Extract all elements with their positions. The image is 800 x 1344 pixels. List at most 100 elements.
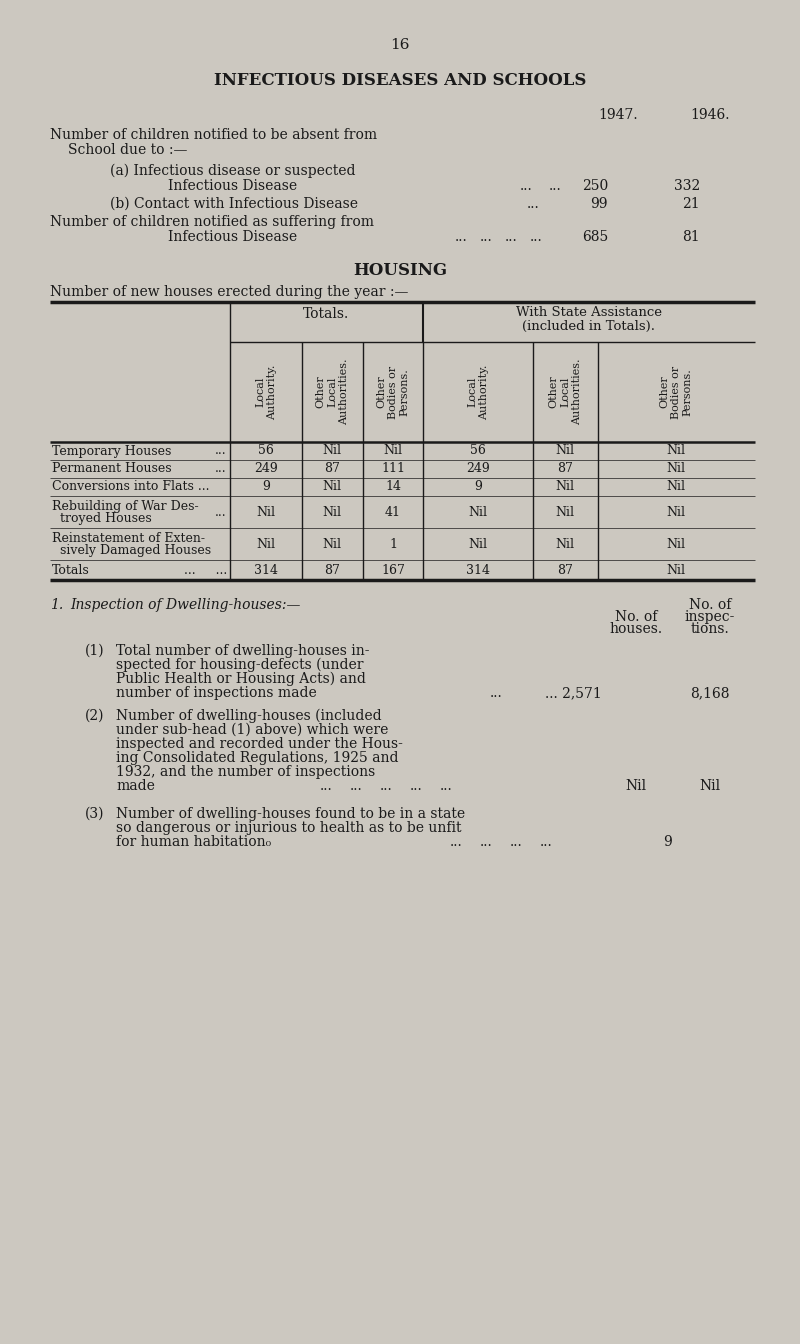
Text: ...: ... [320, 780, 333, 793]
Text: (3): (3) [85, 806, 105, 821]
Text: ...: ... [380, 780, 393, 793]
Text: HOUSING: HOUSING [353, 262, 447, 280]
Text: 332: 332 [674, 179, 700, 194]
Text: 87: 87 [324, 462, 340, 476]
Text: INFECTIOUS DISEASES AND SCHOOLS: INFECTIOUS DISEASES AND SCHOOLS [214, 73, 586, 89]
Text: Local
Authority.: Local Authority. [255, 364, 277, 419]
Text: Nil: Nil [666, 563, 686, 577]
Text: 9: 9 [663, 835, 672, 849]
Text: Other
Local
Authorities.: Other Local Authorities. [549, 359, 582, 425]
Text: (included in Totals).: (included in Totals). [522, 320, 655, 333]
Text: 1: 1 [389, 538, 397, 551]
Text: Nil: Nil [322, 538, 342, 551]
Text: Nil: Nil [666, 538, 686, 551]
Text: ing Consolidated Regulations, 1925 and: ing Consolidated Regulations, 1925 and [116, 751, 398, 765]
Text: No. of: No. of [689, 598, 731, 612]
Text: 111: 111 [381, 462, 405, 476]
Text: ...: ... [549, 179, 562, 194]
Text: (2): (2) [85, 710, 105, 723]
Text: 16: 16 [390, 38, 410, 52]
Text: Conversions into Flats ...: Conversions into Flats ... [52, 481, 210, 493]
Text: 249: 249 [466, 462, 490, 476]
Text: Nil: Nil [555, 481, 574, 493]
Text: Nil: Nil [555, 505, 574, 519]
Text: sively Damaged Houses: sively Damaged Houses [60, 544, 211, 556]
Text: 250: 250 [582, 179, 608, 194]
Text: Total number of dwelling-houses in-: Total number of dwelling-houses in- [116, 644, 370, 659]
Text: 21: 21 [682, 198, 700, 211]
Text: Nil: Nil [257, 538, 275, 551]
Text: for human habitation₀: for human habitation₀ [116, 835, 271, 849]
Text: made: made [116, 780, 155, 793]
Text: Nil: Nil [699, 780, 721, 793]
Text: Reinstatement of Exten-: Reinstatement of Exten- [52, 532, 205, 546]
Text: (b) Contact with Infectious Disease: (b) Contact with Infectious Disease [110, 198, 358, 211]
Text: 1947.: 1947. [598, 108, 638, 122]
Text: Totals: Totals [52, 563, 90, 577]
Text: 9: 9 [262, 481, 270, 493]
Text: ...: ... [530, 230, 542, 245]
Text: ...: ... [455, 230, 468, 245]
Text: Nil: Nil [322, 505, 342, 519]
Text: Inspection of Dwelling-houses:—: Inspection of Dwelling-houses:— [70, 598, 300, 612]
Text: inspec-: inspec- [685, 610, 735, 624]
Text: number of inspections made: number of inspections made [116, 685, 317, 700]
Text: 685: 685 [582, 230, 608, 245]
Text: ...: ... [450, 835, 462, 849]
Text: ...: ... [215, 462, 227, 476]
Text: ...: ... [440, 780, 453, 793]
Text: 87: 87 [557, 462, 573, 476]
Text: 87: 87 [324, 563, 340, 577]
Text: With State Assistance: With State Assistance [516, 306, 662, 319]
Text: 1.: 1. [50, 598, 63, 612]
Text: ...     ...: ... ... [184, 563, 227, 577]
Text: ...: ... [505, 230, 518, 245]
Text: ...: ... [490, 685, 502, 700]
Text: 249: 249 [254, 462, 278, 476]
Text: Nil: Nil [666, 462, 686, 476]
Text: 56: 56 [258, 445, 274, 457]
Text: Other
Bodies or
Persons.: Other Bodies or Persons. [376, 366, 410, 418]
Text: Number of dwelling-houses found to be in a state: Number of dwelling-houses found to be in… [116, 806, 465, 821]
Text: Rebuilding of War Des-: Rebuilding of War Des- [52, 500, 198, 513]
Text: under sub-head (1) above) which were: under sub-head (1) above) which were [116, 723, 388, 737]
Text: Nil: Nil [383, 445, 402, 457]
Text: Permanent Houses: Permanent Houses [52, 462, 172, 476]
Text: Number of children notified to be absent from: Number of children notified to be absent… [50, 128, 377, 142]
Text: Nil: Nil [469, 505, 487, 519]
Text: ...: ... [527, 198, 540, 211]
Text: 14: 14 [385, 481, 401, 493]
Text: ...: ... [480, 230, 493, 245]
Text: 81: 81 [682, 230, 700, 245]
Text: Nil: Nil [666, 505, 686, 519]
Text: Nil: Nil [626, 780, 646, 793]
Text: 314: 314 [466, 563, 490, 577]
Text: Temporary Houses: Temporary Houses [52, 445, 171, 457]
Text: Other
Local
Authorities.: Other Local Authorities. [315, 359, 349, 425]
Text: Nil: Nil [469, 538, 487, 551]
Text: Infectious Disease: Infectious Disease [168, 230, 297, 245]
Text: (1): (1) [85, 644, 105, 659]
Text: Totals.: Totals. [303, 306, 349, 321]
Text: Local
Authority.: Local Authority. [467, 364, 489, 419]
Text: 1932, and the number of inspections: 1932, and the number of inspections [116, 765, 375, 780]
Text: inspected and recorded under the Hous-: inspected and recorded under the Hous- [116, 737, 403, 751]
Text: (a) Infectious disease or suspected: (a) Infectious disease or suspected [110, 164, 355, 179]
Text: spected for housing-defects (under: spected for housing-defects (under [116, 659, 363, 672]
Text: ...: ... [215, 505, 227, 519]
Text: School due to :—: School due to :— [68, 142, 187, 157]
Text: Nil: Nil [322, 445, 342, 457]
Text: Number of dwelling-houses (included: Number of dwelling-houses (included [116, 710, 382, 723]
Text: Nil: Nil [322, 481, 342, 493]
Text: 41: 41 [385, 505, 401, 519]
Text: ...: ... [510, 835, 522, 849]
Text: ... 2,571: ... 2,571 [545, 685, 602, 700]
Text: 167: 167 [381, 563, 405, 577]
Text: ...: ... [540, 835, 553, 849]
Text: Nil: Nil [555, 538, 574, 551]
Text: ...: ... [520, 179, 533, 194]
Text: 1946.: 1946. [690, 108, 730, 122]
Text: Nil: Nil [257, 505, 275, 519]
Text: Number of new houses erected during the year :—: Number of new houses erected during the … [50, 285, 408, 298]
Text: ...: ... [215, 445, 227, 457]
